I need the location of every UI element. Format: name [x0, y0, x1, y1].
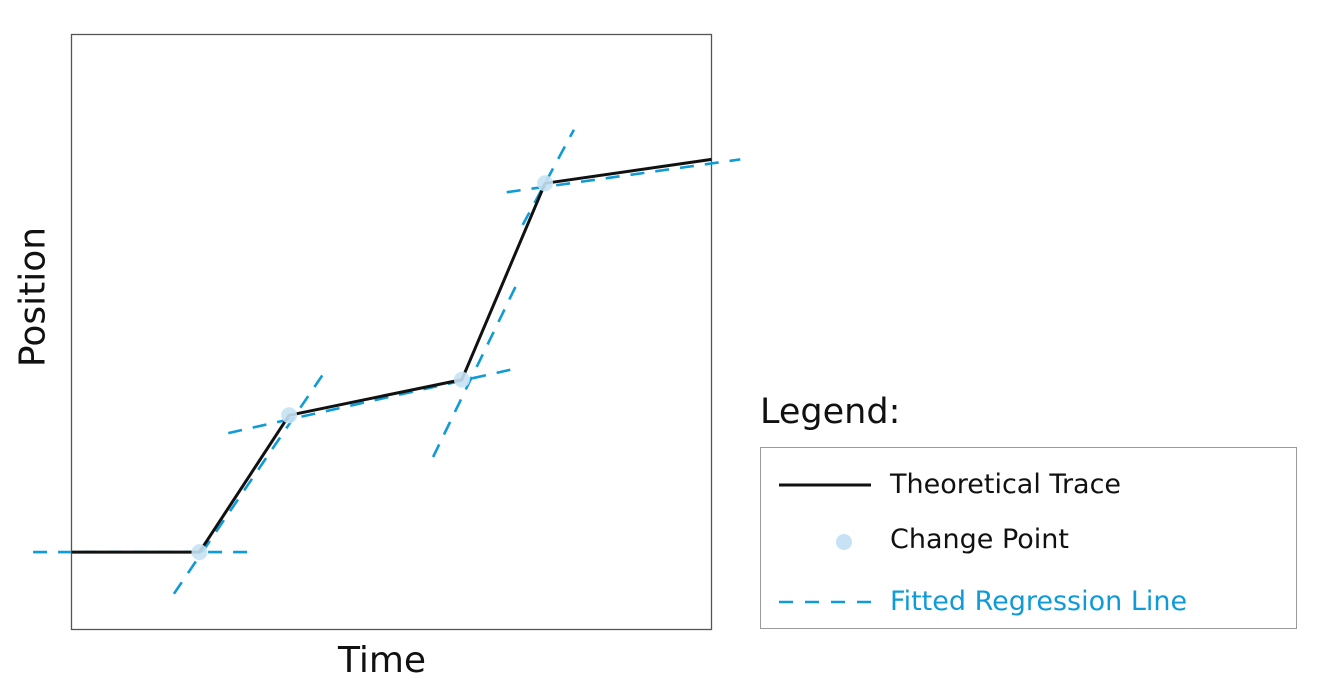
- legend: Theoretical Trace Change Point Fitted Re…: [760, 447, 1297, 629]
- dashed-line-icon: [779, 600, 873, 604]
- y-axis-label: Position: [12, 226, 54, 368]
- legend-item-theoretical-trace: Theoretical Trace: [761, 465, 1296, 505]
- change-points-layer: [191, 175, 554, 561]
- change-point-4: [537, 175, 554, 192]
- fitted-regression-line-2: [172, 366, 329, 595]
- legend-label: Fitted Regression Line: [890, 586, 1188, 617]
- fitted-regression-line-4: [431, 277, 521, 458]
- theoretical-trace-layer: [71, 157, 712, 554]
- solid-line-icon: [779, 483, 871, 487]
- legend-item-change-point: Change Point: [761, 520, 1296, 560]
- circle-icon: [836, 534, 852, 550]
- fitted-regression-line-3: [228, 366, 520, 435]
- legend-item-fitted-regression-line: Fitted Regression Line: [761, 582, 1296, 622]
- legend-label: Change Point: [890, 524, 1069, 555]
- legend-label: Theoretical Trace: [890, 469, 1122, 500]
- change-point-3: [453, 371, 470, 388]
- change-point-2: [281, 407, 298, 424]
- plot-frame: [70, 33, 713, 631]
- change-point-1: [191, 544, 208, 561]
- legend-title: Legend:: [760, 392, 901, 432]
- fitted-regression-lines: [33, 129, 741, 595]
- x-axis-label: Time: [337, 640, 427, 681]
- theoretical-trace-line: [71, 157, 712, 554]
